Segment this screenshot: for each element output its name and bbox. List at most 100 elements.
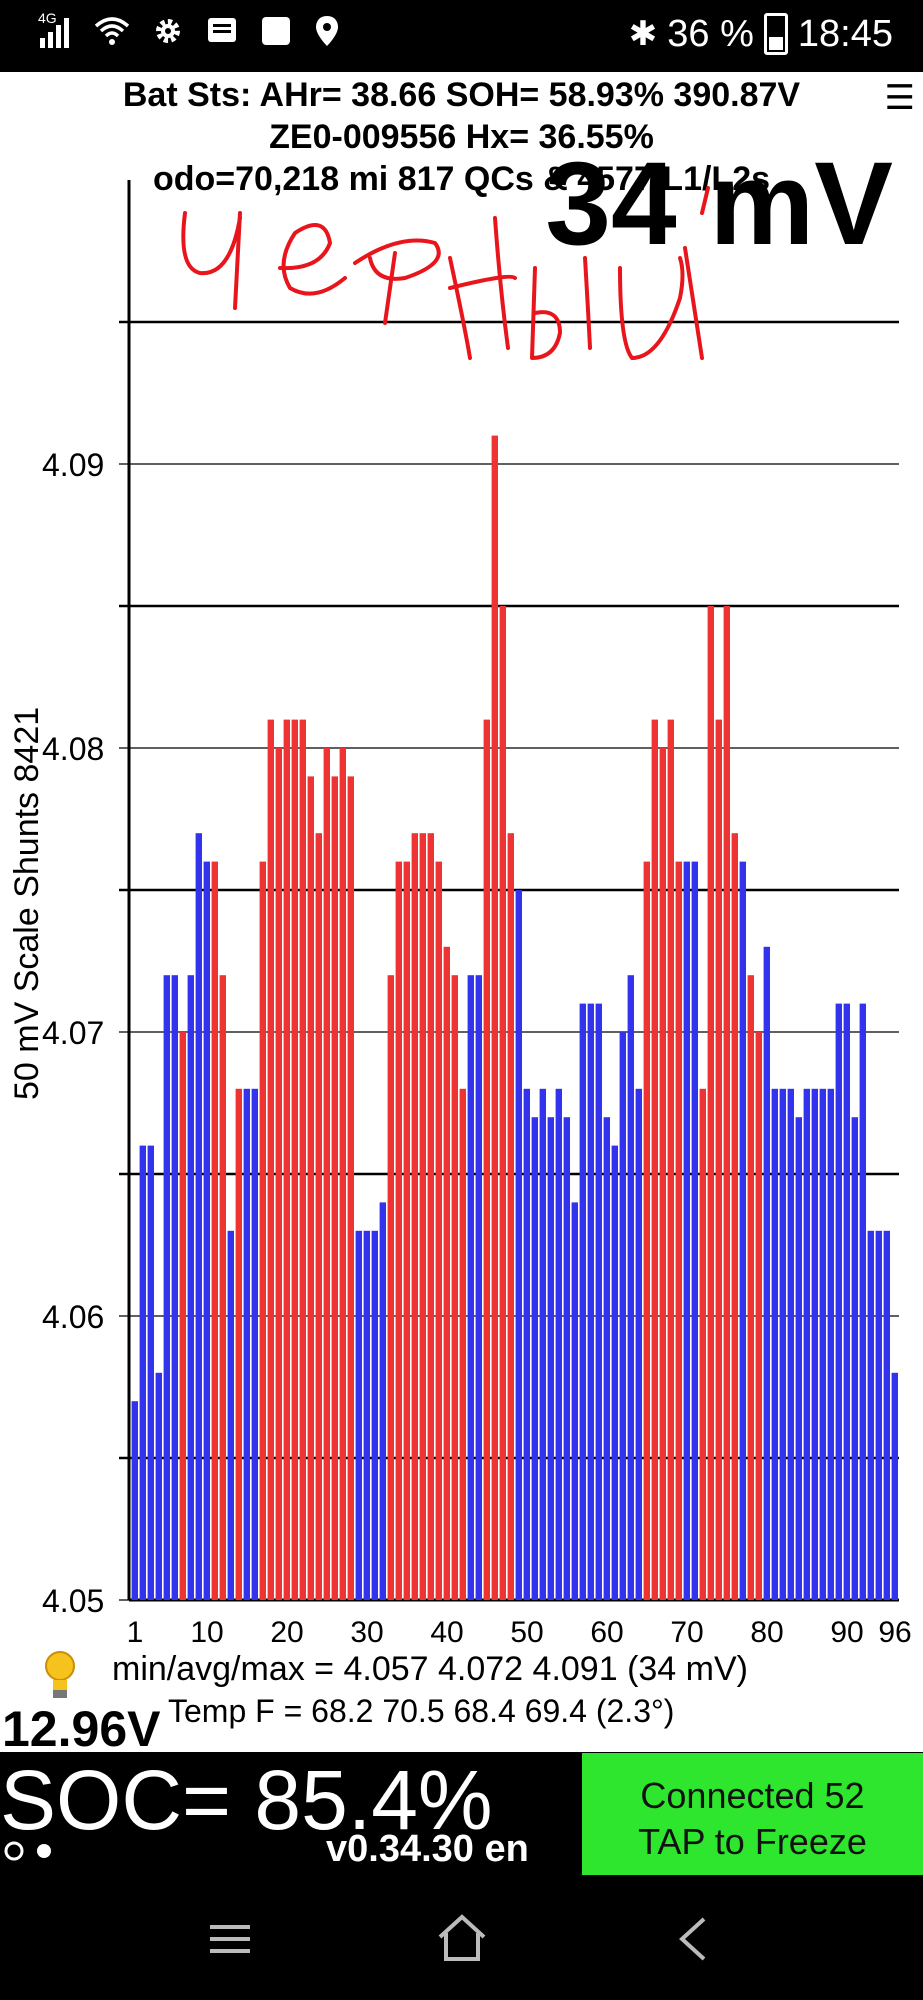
x-tick-label: 40	[430, 1616, 463, 1649]
cell-voltage-chart[interactable]: 4.05 4.06 4.07 4.08 4.09 1 10 20 30 40 50 60 70 80 90 9…	[0, 180, 923, 1660]
cell-bar	[771, 1088, 778, 1600]
navigation-bar	[0, 1877, 923, 2000]
x-tick-label: 20	[270, 1616, 303, 1649]
cell-bar	[211, 861, 218, 1600]
x-tick-label: 80	[750, 1616, 783, 1649]
tap-to-freeze-label: TAP to Freeze	[638, 1821, 867, 1862]
connection-freeze-button[interactable]: Connected 52 TAP to Freeze	[582, 1753, 923, 1875]
cell-bar	[443, 946, 450, 1600]
cell-bar	[163, 975, 170, 1600]
x-tick-label: 1	[127, 1616, 144, 1649]
cell-bar	[659, 748, 666, 1600]
cell-bar	[323, 748, 330, 1600]
cell-bar	[603, 1117, 610, 1600]
cell-bar	[371, 1230, 378, 1600]
cell-bar	[699, 1088, 706, 1600]
y-tick-label: 4.05	[42, 1583, 104, 1619]
odometer-line: odo=70,218 mi 817 QCs & 4577 L1/L2s	[152, 160, 771, 198]
app-notification-icon	[262, 17, 290, 45]
x-tick-label: 10	[190, 1616, 223, 1649]
cell-bar	[451, 975, 458, 1600]
cell-bar	[307, 776, 314, 1600]
cell-bar	[347, 776, 354, 1600]
cell-bar	[635, 1088, 642, 1600]
cell-bar	[355, 1230, 362, 1600]
signal-icon: 4G	[38, 10, 72, 48]
cell-bar	[555, 1088, 562, 1600]
cell-bar	[691, 861, 698, 1600]
gear-icon	[156, 19, 180, 43]
cell-bar	[411, 833, 418, 1600]
cell-bar	[427, 833, 434, 1600]
cell-bar	[203, 861, 210, 1600]
y-tick-label: 4.08	[42, 731, 104, 767]
cell-bar	[563, 1117, 570, 1600]
dot-icon	[4, 1841, 51, 1861]
network-type: 4G	[38, 10, 57, 26]
cell-bar	[859, 1003, 866, 1600]
cell-bar	[843, 1003, 850, 1600]
cell-bar	[491, 435, 498, 1601]
cell-bar	[731, 833, 738, 1600]
cell-bar	[419, 833, 426, 1600]
handwritten-annotation	[181, 186, 710, 360]
cell-bar	[147, 1145, 154, 1600]
cell-bar	[139, 1145, 146, 1600]
cell-bar	[811, 1088, 818, 1600]
y-tick-label: 4.09	[42, 447, 104, 483]
app-version: v0.34.30 en	[326, 1828, 529, 1870]
cell-bar	[707, 606, 714, 1600]
cell-bar	[243, 1088, 250, 1600]
cell-bar	[739, 861, 746, 1600]
cell-bar	[611, 1145, 618, 1600]
cell-bar	[867, 1230, 874, 1600]
recent-apps-icon[interactable]	[200, 1911, 260, 1967]
cell-bar	[883, 1230, 890, 1600]
spread-mv-readout: 34 mV	[545, 138, 893, 270]
cell-bar	[387, 975, 394, 1600]
cell-bar	[723, 606, 730, 1600]
battery-status-line: Bat Sts: AHr= 38.66 SOH= 58.93% 390.87V	[122, 76, 801, 114]
x-tick-label: 30	[350, 1616, 383, 1649]
battery-percent: 36 %	[667, 13, 754, 55]
cell-bar	[131, 1401, 138, 1600]
cell-bar	[403, 861, 410, 1600]
cell-bar	[587, 1003, 594, 1600]
x-tick-label: 60	[590, 1616, 623, 1649]
cell-bar	[475, 975, 482, 1600]
cell-bar	[531, 1117, 538, 1600]
location-icon	[316, 16, 338, 46]
cell-bar	[747, 975, 754, 1600]
lightbulb-icon[interactable]	[40, 1648, 80, 1702]
cell-bar	[195, 833, 202, 1600]
cell-bar	[483, 719, 490, 1600]
cell-bar	[251, 1088, 258, 1600]
x-tick-label: 50	[510, 1616, 543, 1649]
cell-bar	[851, 1117, 858, 1600]
cell-bar	[507, 833, 514, 1600]
bluetooth-icon: ✱	[628, 15, 658, 53]
cell-bar	[763, 946, 770, 1600]
temperature-readout: Temp F = 68.2 70.5 68.4 69.4 (2.3°)	[168, 1693, 675, 1729]
cell-bar	[683, 861, 690, 1600]
pack-12v-voltage: 12.96V	[2, 1701, 161, 1757]
vin-health-line: ZE0-009556 Hx= 36.55%	[269, 118, 654, 156]
y-tick-label: 4.06	[42, 1299, 104, 1335]
cell-bar	[379, 1202, 386, 1600]
cell-bar	[523, 1088, 530, 1600]
x-tick-label: 96	[878, 1616, 911, 1649]
cell-bar	[755, 1032, 762, 1600]
cell-bar	[779, 1088, 786, 1600]
battery-icon	[763, 13, 788, 55]
cell-bar	[819, 1088, 826, 1600]
cell-bar	[891, 1372, 898, 1600]
back-icon[interactable]	[664, 1911, 724, 1967]
cell-bar	[435, 861, 442, 1600]
menu-icon[interactable]: ☰	[884, 79, 915, 117]
cell-bar	[827, 1088, 834, 1600]
cell-bar	[539, 1088, 546, 1600]
home-icon[interactable]	[432, 1911, 492, 1967]
cell-bar	[339, 748, 346, 1600]
clock: 18:45	[797, 13, 893, 55]
cell-bar	[283, 719, 290, 1600]
